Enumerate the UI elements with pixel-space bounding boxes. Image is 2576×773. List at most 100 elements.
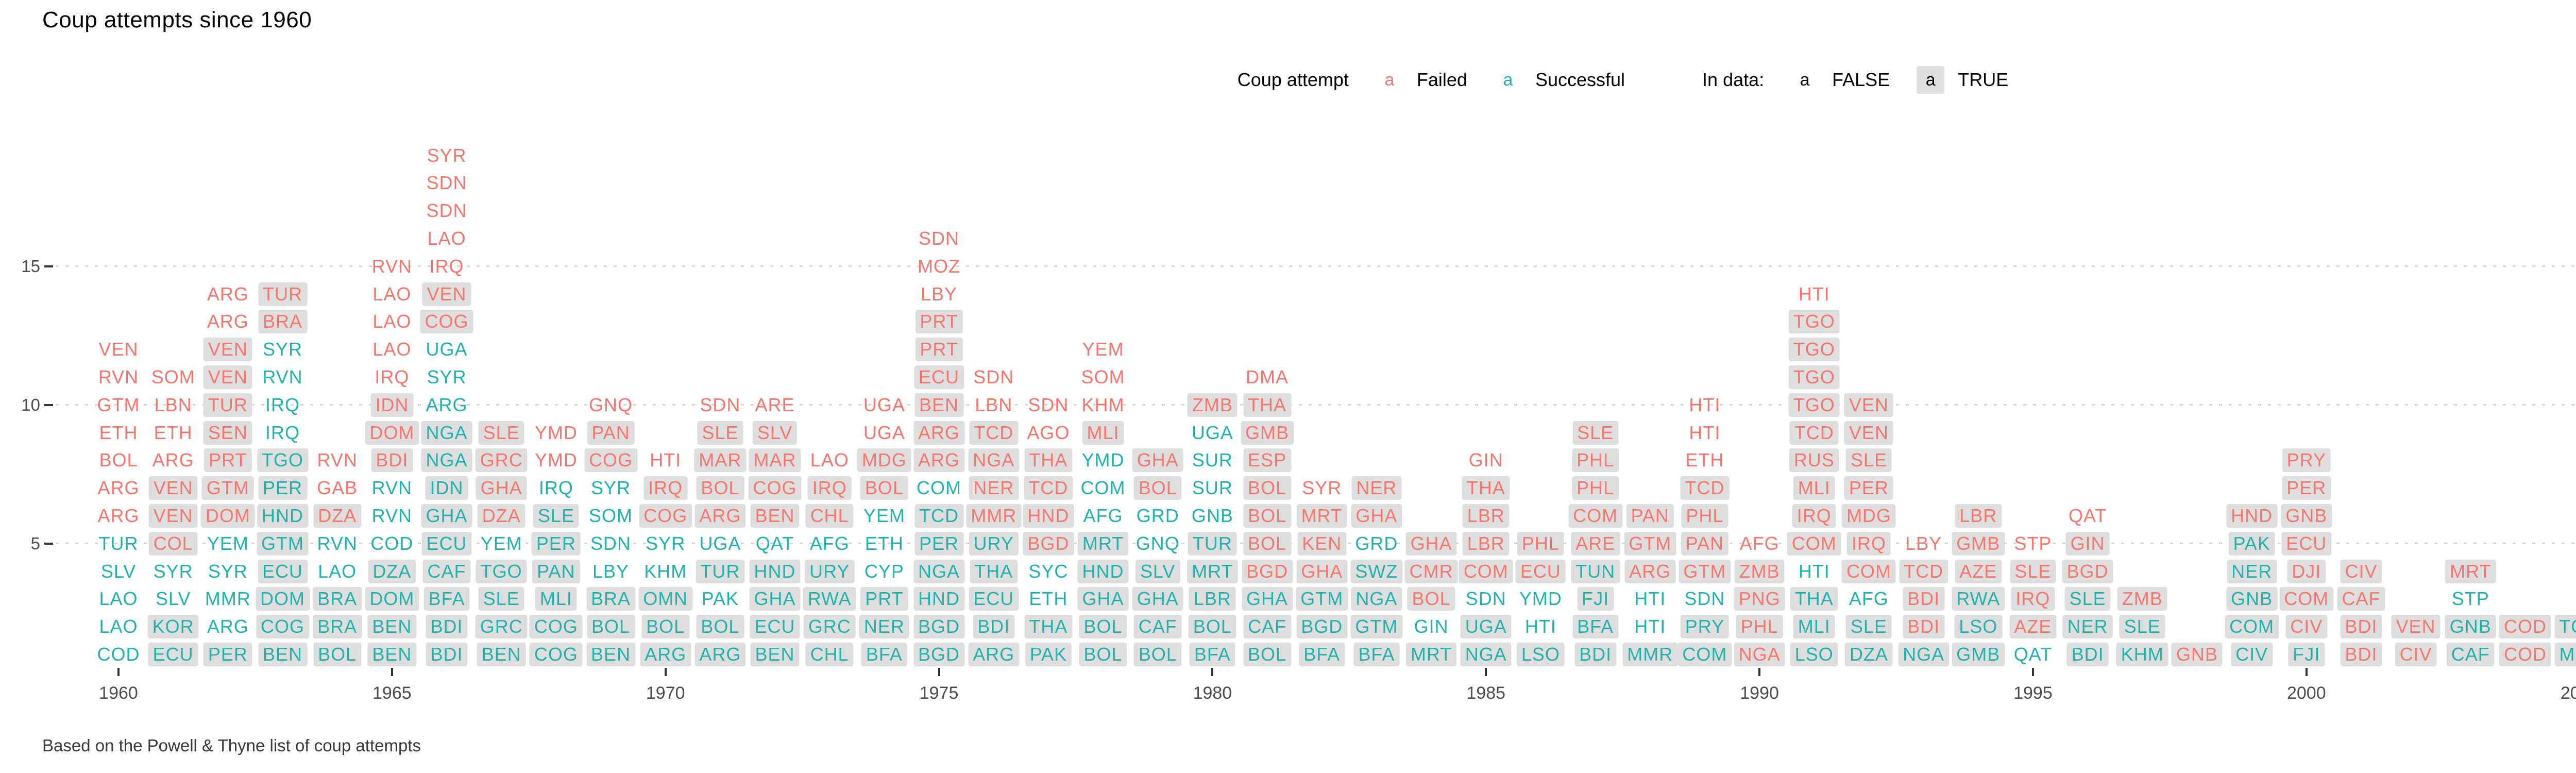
legend-key-successful-icon: a	[1503, 70, 1513, 90]
coup-label-1984-1-MRT: MRT	[1405, 643, 1457, 666]
coup-label-1975-7-COM: COM	[917, 477, 962, 499]
coup-label-1965-9-DOM: DOM	[365, 421, 419, 445]
coup-label-1981-1-BOL: BOL	[1243, 643, 1292, 666]
coup-label-1972-1-BEN: BEN	[750, 643, 800, 666]
x-axis-tick-1960	[117, 668, 120, 676]
coup-label-1992-6-MDG: MDG	[1841, 504, 1896, 528]
coup-label-1966-1-BDI: BDI	[426, 643, 468, 666]
coup-label-1996-5-GIN: GIN	[2065, 531, 2110, 556]
coup-label-1977-2-THA: THA	[1024, 615, 1073, 639]
coup-label-1993-4-TCD: TCD	[1899, 559, 1948, 583]
coup-label-1962-12-VEN: VEN	[203, 338, 252, 362]
coup-label-1996-3-SLE: SLE	[2064, 587, 2111, 611]
coup-label-1960-12-VEN: VEN	[98, 339, 139, 360]
coup-label-1961-10-LBN: LBN	[154, 394, 192, 415]
coup-label-1978-10-KHM: KHM	[1081, 394, 1125, 415]
x-axis-tick-1990	[1758, 668, 1761, 676]
coup-label-1975-12-PRT: PRT	[915, 338, 963, 362]
coup-label-1989-3-SDN: SDN	[1684, 588, 1725, 610]
x-axis-label-1985: 1985	[1466, 683, 1506, 703]
coup-label-1988-6-PAN: PAN	[1626, 504, 1674, 528]
coup-label-1976-7-NER: NER	[969, 476, 1019, 500]
coup-label-1967-5-YEM: YEM	[480, 532, 522, 554]
x-axis-label-1970: 1970	[646, 683, 685, 703]
coup-label-1968-5-PER: PER	[531, 531, 581, 556]
coup-label-1990-3-PNG: PNG	[1734, 587, 1785, 611]
coup-label-1960-3-LAO: LAO	[99, 588, 138, 610]
coup-label-1976-5-URY: URY	[969, 531, 1019, 556]
coup-label-1965-10-IDN: IDN	[370, 393, 414, 417]
coup-label-1967-7-GHA: GHA	[476, 476, 527, 500]
y-axis-label-15: 15	[21, 256, 40, 276]
coup-label-1989-4-GTM: GTM	[1679, 559, 1731, 583]
x-axis-tick-1965	[391, 668, 393, 676]
coup-label-1984-5-GHA: GHA	[1405, 531, 1457, 556]
coup-label-1996-6-QAT: QAT	[2068, 505, 2107, 526]
coup-label-2000-4-DJI: DJI	[2287, 559, 2326, 583]
coup-label-1965-8-BDI: BDI	[371, 448, 413, 473]
coup-label-1967-3-SLE: SLE	[478, 587, 524, 611]
coup-label-1995-4-SLE: SLE	[2010, 559, 2056, 583]
coup-label-1969-8-COG: COG	[584, 448, 638, 473]
coup-label-1994-1-GMB: GMB	[1952, 643, 2005, 666]
coup-label-1994-3-RWA: RWA	[1952, 587, 2005, 611]
coup-label-1981-7-BOL: BOL	[1243, 476, 1292, 500]
coup-label-1963-7-PER: PER	[258, 476, 308, 500]
coup-label-1961-7-VEN: VEN	[148, 476, 198, 500]
coup-label-1968-1-COG: COG	[529, 643, 583, 666]
coup-label-1962-3-MMR: MMR	[205, 588, 251, 610]
coup-label-1983-6-GHA: GHA	[1351, 504, 1402, 528]
coup-label-1969-5-SDN: SDN	[590, 532, 632, 554]
coup-label-1963-2-COG: COG	[256, 615, 310, 639]
coup-label-1987-7-PHL: PHL	[1572, 476, 1619, 500]
coup-label-1987-5-ARE: ARE	[1571, 531, 1620, 556]
y-axis-tick-5	[44, 542, 53, 545]
coup-label-1999-6-HND: HND	[2226, 504, 2278, 528]
coup-label-1985-6-LBR: LBR	[1462, 504, 1510, 528]
coup-label-1996-1-BDI: BDI	[2066, 643, 2109, 666]
coup-label-1997-3-ZMB: ZMB	[2117, 587, 2167, 611]
coup-label-1975-13-PRT: PRT	[915, 310, 963, 334]
coup-label-1977-5-BGD: BGD	[1023, 531, 1074, 556]
x-axis-tick-1980	[1211, 668, 1214, 676]
coup-label-1994-2-LSO: LSO	[1954, 615, 2003, 639]
coup-label-1978-7-COM: COM	[1080, 477, 1126, 499]
coup-label-1964-1-BOL: BOL	[313, 643, 362, 666]
coup-label-1964-3-BRA: BRA	[313, 587, 362, 611]
x-axis-tick-1995	[2031, 668, 2034, 676]
coup-label-1992-1-DZA: DZA	[1844, 643, 1893, 666]
coup-label-1969-6-SOM: SOM	[589, 505, 633, 526]
coup-label-2000-6-GNB: GNB	[2281, 504, 2332, 528]
coup-label-1977-1-PAK: PAK	[1025, 643, 1072, 666]
coup-label-1966-13-COG: COG	[420, 310, 473, 334]
coup-label-1977-9-AGO: AGO	[1027, 422, 1070, 443]
coup-label-1979-8-GHA: GHA	[1132, 448, 1183, 473]
coup-label-1977-4-SYC: SYC	[1028, 560, 1069, 582]
coup-label-1981-2-CAF: CAF	[1243, 615, 1292, 639]
coup-label-1987-9-SLE: SLE	[1572, 421, 1619, 445]
coup-label-1972-6-BEN: BEN	[750, 504, 800, 528]
coup-label-1970-8-HTI: HTI	[650, 449, 682, 471]
coup-label-1962-8-PRT: PRT	[204, 448, 252, 473]
coup-label-1983-1-BFA: BFA	[1353, 643, 1400, 666]
coup-label-1994-6-LBR: LBR	[1955, 504, 2002, 528]
coup-label-1966-2-BDI: BDI	[426, 615, 468, 639]
coup-label-1999-2-COM: COM	[2225, 615, 2279, 639]
coup-label-1961-5-COL: COL	[148, 531, 198, 556]
coup-label-2003-3-STP: STP	[2451, 588, 2489, 610]
coup-label-1965-4-DZA: DZA	[368, 559, 416, 583]
coup-label-1990-2-PHL: PHL	[1736, 615, 1783, 639]
coup-label-1974-2-NER: NER	[859, 615, 909, 639]
coup-label-2001-2-BDI: BDI	[2340, 615, 2382, 639]
coup-label-2000-3-COM: COM	[2279, 587, 2334, 611]
coup-label-1963-9-IRQ: IRQ	[265, 422, 300, 443]
coup-label-1960-6-ARG: ARG	[97, 505, 140, 526]
coup-label-1993-2-BDI: BDI	[1903, 615, 1945, 639]
coup-label-1962-13-ARG: ARG	[207, 311, 249, 332]
coup-label-2000-8-PRY: PRY	[2282, 448, 2331, 473]
coup-label-1985-1-NGA: NGA	[1460, 643, 1512, 666]
coup-label-1985-2-UGA: UGA	[1460, 615, 1512, 639]
coup-label-1961-9-ETH: ETH	[154, 422, 193, 443]
coup-label-1984-4-CMR: CMR	[1404, 559, 1458, 583]
